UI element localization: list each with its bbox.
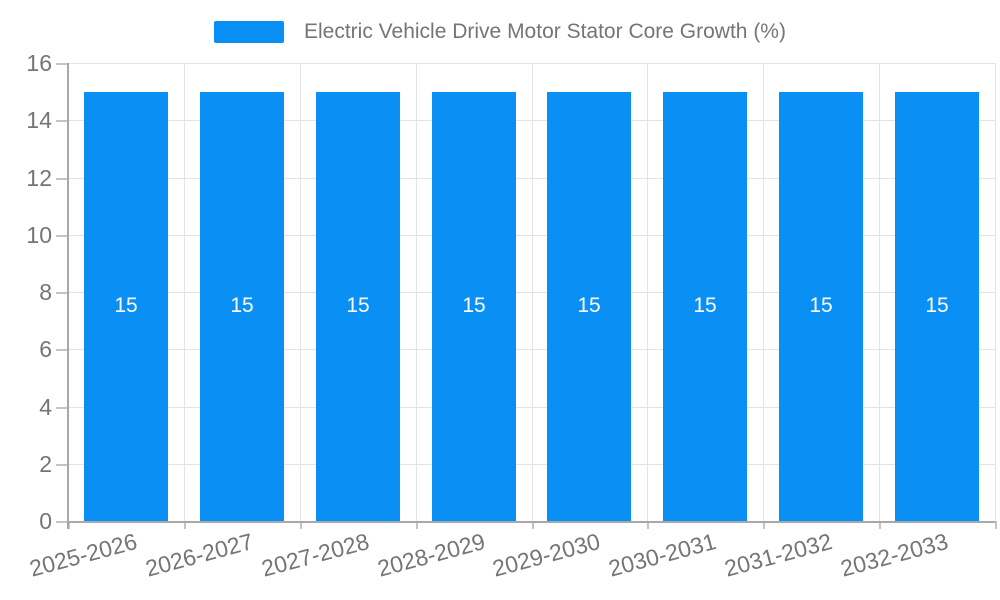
y-axis-tick-label: 6 xyxy=(39,336,52,362)
x-tick-mark xyxy=(647,521,649,529)
bar[interactable] xyxy=(84,92,168,521)
y-axis-tick-label: 10 xyxy=(26,222,52,248)
bar[interactable] xyxy=(316,92,400,521)
y-tick-mark xyxy=(56,235,68,237)
bar[interactable] xyxy=(663,92,747,521)
x-tick-mark xyxy=(184,521,186,529)
y-axis-tick-label: 4 xyxy=(39,394,52,420)
legend-swatch-icon xyxy=(214,21,284,43)
x-axis-tick-label: 2030-2031 xyxy=(605,528,719,582)
y-gridline xyxy=(68,235,995,236)
bar[interactable] xyxy=(432,92,516,521)
y-gridline xyxy=(68,349,995,350)
y-gridline xyxy=(68,178,995,179)
x-tick-mark xyxy=(416,521,418,529)
y-tick-mark xyxy=(56,521,68,523)
x-axis-tick-label: 2027-2028 xyxy=(258,528,372,582)
y-tick-mark xyxy=(56,407,68,409)
legend-label: Electric Vehicle Drive Motor Stator Core… xyxy=(304,20,786,43)
x-tick-mark xyxy=(68,521,70,529)
x-gridline xyxy=(995,63,996,521)
x-gridline xyxy=(416,63,417,521)
x-gridline xyxy=(300,63,301,521)
y-axis-tick-label: 0 xyxy=(39,508,52,534)
y-tick-mark xyxy=(56,120,68,122)
y-gridline xyxy=(68,120,995,121)
x-axis-tick-label: 2025-2026 xyxy=(26,528,140,582)
y-tick-mark xyxy=(56,63,68,65)
y-gridline xyxy=(68,464,995,465)
x-tick-mark xyxy=(995,521,997,529)
x-tick-mark xyxy=(879,521,881,529)
x-tick-mark xyxy=(763,521,765,529)
y-tick-mark xyxy=(56,292,68,294)
x-gridline xyxy=(647,63,648,521)
x-axis-tick-label: 2029-2030 xyxy=(489,528,603,582)
y-tick-mark xyxy=(56,178,68,180)
y-gridline xyxy=(68,407,995,408)
y-axis-tick-label: 2 xyxy=(39,451,52,477)
bar[interactable] xyxy=(200,92,284,521)
x-axis-tick-label: 2028-2029 xyxy=(374,528,488,582)
x-axis-tick-label: 2031-2032 xyxy=(721,528,835,582)
y-axis-tick-label: 12 xyxy=(26,165,52,191)
bar[interactable] xyxy=(547,92,631,521)
y-gridline xyxy=(68,292,995,293)
x-tick-mark xyxy=(532,521,534,529)
x-axis-tick-label: 2032-2033 xyxy=(837,528,951,582)
y-axis-tick-label: 14 xyxy=(26,107,52,133)
y-axis-tick-label: 16 xyxy=(26,50,52,76)
x-gridline xyxy=(879,63,880,521)
x-axis-tick-label: 2026-2027 xyxy=(142,528,256,582)
y-axis-tick-label: 8 xyxy=(39,279,52,305)
y-tick-mark xyxy=(56,349,68,351)
y-gridline xyxy=(68,63,995,64)
x-gridline xyxy=(763,63,764,521)
x-tick-mark xyxy=(300,521,302,529)
y-axis-line xyxy=(67,63,69,529)
bar[interactable] xyxy=(895,92,979,521)
bar[interactable] xyxy=(779,92,863,521)
x-gridline xyxy=(532,63,533,521)
y-tick-mark xyxy=(56,464,68,466)
x-axis-line xyxy=(68,521,995,523)
chart-legend[interactable]: Electric Vehicle Drive Motor Stator Core… xyxy=(0,17,1000,47)
x-gridline xyxy=(184,63,185,521)
